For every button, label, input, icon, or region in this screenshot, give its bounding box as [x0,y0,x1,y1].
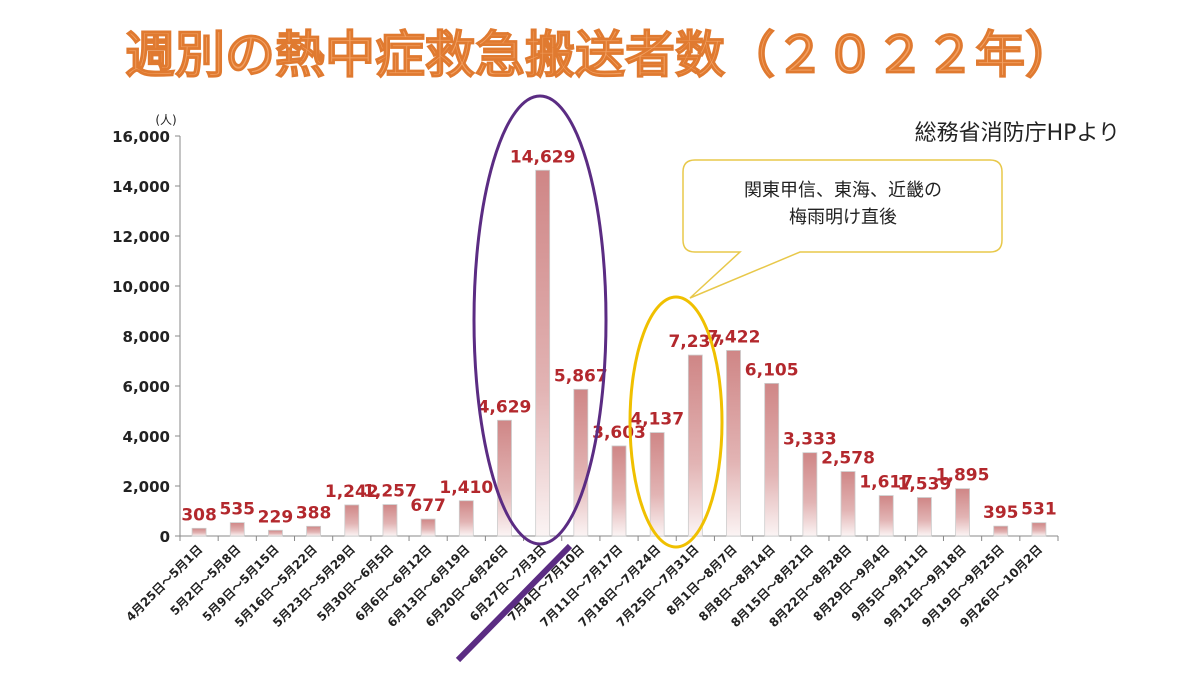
data-label: 5,867 [554,366,608,386]
data-label: 677 [410,496,446,516]
y-tick-label: 4,000 [123,428,170,446]
y-axis-unit: (人) [155,113,176,127]
data-label: 7,422 [707,327,761,347]
data-label: 1,539 [898,475,952,495]
y-tick-label: 10,000 [112,278,170,296]
data-label: 395 [983,503,1019,523]
data-label: 14,629 [510,147,576,167]
bar [649,432,665,537]
callout-line-1: 関東甲信、東海、近畿の [744,180,942,201]
y-tick-label: 0 [160,528,170,546]
data-label: 2,578 [821,449,875,469]
bar [916,497,932,537]
bar [611,445,627,537]
data-label: 1,410 [439,478,493,498]
callout-line-2: 梅雨明け直後 [789,207,897,228]
x-tick-label: 8月1日～8月7日 [664,542,740,618]
data-label: 1,895 [936,466,990,486]
data-label: 6,105 [745,360,799,380]
highlight-underline-purple [455,543,573,663]
y-tick-label: 16,000 [112,128,170,146]
data-label: 535 [220,500,256,520]
data-label: 1,242 [325,482,379,502]
data-label: 4,629 [478,397,532,417]
y-tick-label: 6,000 [123,378,170,396]
bar [687,354,703,537]
chart-title: 週別の熱中症救急搬送者数（２０２２年） [125,26,1075,84]
source-note: 総務省消防庁HPより [915,121,1120,146]
bar [382,504,398,537]
bar [535,169,551,537]
bar [878,495,894,537]
bar [268,529,283,537]
bar [955,488,970,537]
bar [993,525,1009,537]
bar [191,527,207,537]
data-label: 531 [1021,500,1057,520]
bar [420,518,436,537]
bar [840,471,856,537]
y-tick-label: 2,000 [123,478,170,496]
bar [726,350,741,537]
bar [802,452,818,537]
bar [1031,522,1047,537]
y-tick-label: 8,000 [123,328,170,346]
bar [458,500,474,537]
highlight-ellipse-yellow [628,295,724,549]
bar [497,419,512,537]
bar [573,388,589,537]
data-label: 4,137 [630,410,684,430]
bar [344,504,360,537]
bar [764,382,780,537]
data-label: 3,333 [783,430,837,450]
data-label: 1,257 [363,482,417,502]
highlight-ellipse-purple [472,94,608,546]
y-tick-label: 14,000 [112,178,170,196]
data-label: 1,617 [859,473,913,493]
bar [229,522,245,537]
data-label: 388 [296,503,332,523]
x-tick-label: 5月2日～5月8日 [167,542,243,618]
data-label: 3,603 [592,423,646,443]
bar [306,525,322,537]
y-tick-label: 12,000 [112,228,170,246]
data-label: 308 [181,505,217,525]
callout-bubble [682,159,1003,299]
data-label: 229 [258,507,294,527]
